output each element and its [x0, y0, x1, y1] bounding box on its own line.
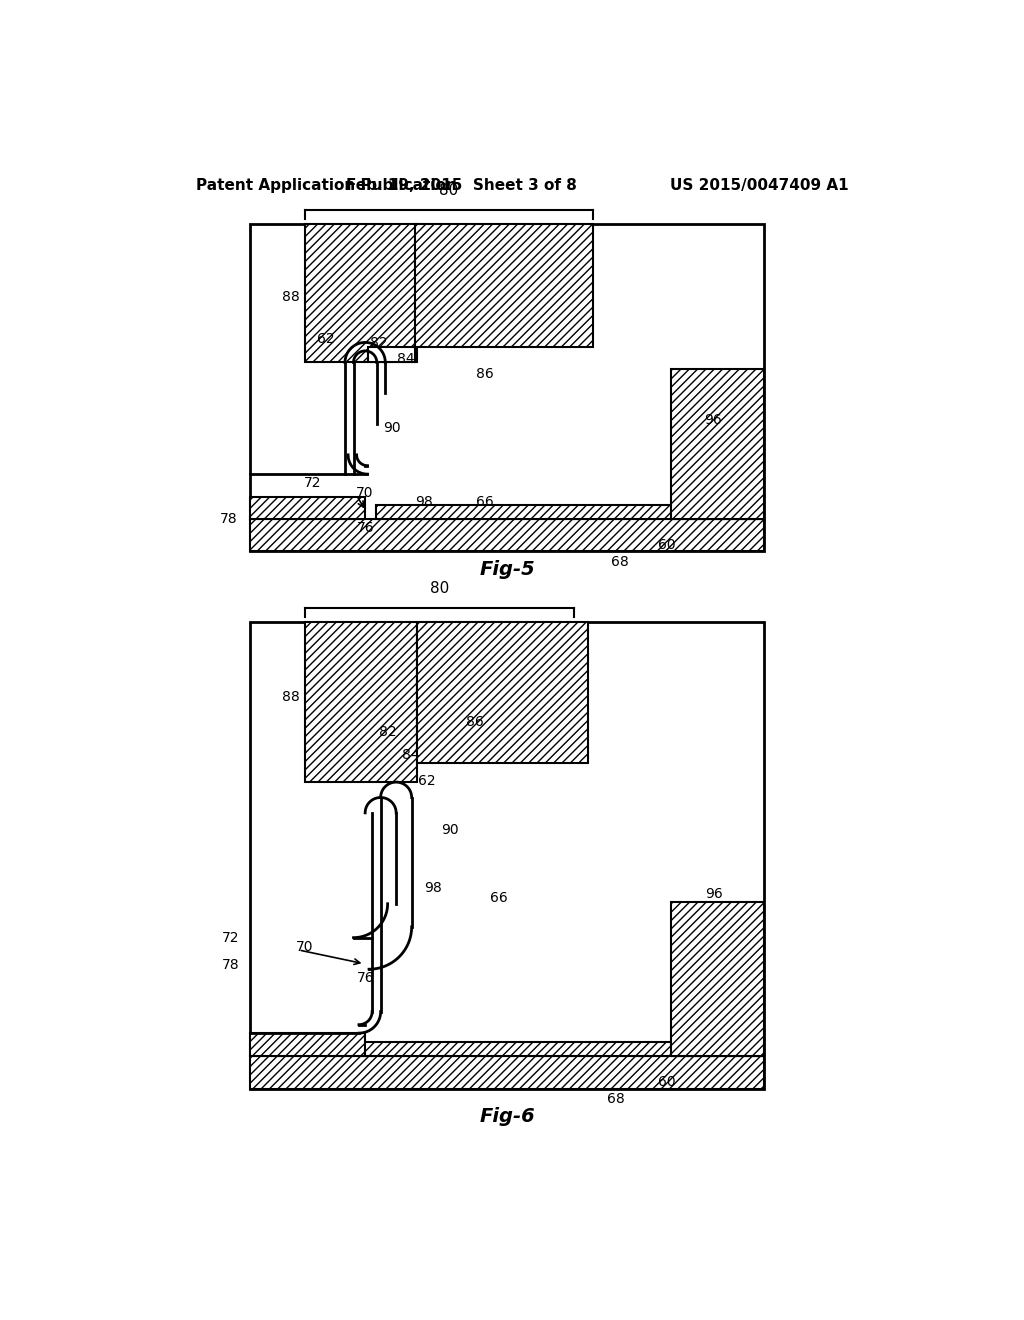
Text: 82: 82	[370, 337, 387, 350]
Bar	[305, 622, 417, 781]
Text: 86: 86	[475, 367, 494, 381]
Text: 68: 68	[611, 554, 629, 569]
Text: 88: 88	[282, 290, 300, 304]
Text: 78: 78	[222, 958, 240, 973]
Bar	[251, 224, 764, 552]
Text: Fig-6: Fig-6	[480, 1106, 536, 1126]
Bar	[251, 1056, 764, 1089]
Bar	[415, 224, 593, 347]
Text: 78: 78	[220, 512, 238, 525]
Text: 96: 96	[705, 413, 722, 428]
Bar	[376, 504, 764, 519]
Text: 76: 76	[357, 972, 375, 986]
Text: 60: 60	[657, 539, 676, 552]
Bar	[417, 622, 588, 763]
Bar	[671, 368, 764, 519]
Text: 72: 72	[221, 931, 239, 945]
Text: 86: 86	[466, 715, 484, 729]
Bar	[251, 1034, 366, 1056]
Bar	[369, 347, 415, 363]
Text: 88: 88	[282, 690, 300, 705]
Text: 72: 72	[304, 477, 322, 490]
Text: 90: 90	[383, 421, 400, 434]
Text: 84: 84	[396, 351, 415, 366]
Text: 84: 84	[402, 748, 420, 762]
Bar	[251, 519, 764, 552]
Text: 70: 70	[355, 486, 373, 499]
Text: 98: 98	[415, 495, 433, 508]
Bar	[305, 224, 417, 363]
Bar	[671, 903, 764, 1056]
Text: 80: 80	[429, 581, 449, 595]
Text: 90: 90	[440, 822, 459, 837]
Text: 82: 82	[379, 725, 396, 739]
Bar	[251, 498, 366, 519]
Text: 76: 76	[357, 521, 375, 535]
Text: 60: 60	[657, 1076, 676, 1089]
Text: 66: 66	[489, 891, 507, 904]
Bar	[251, 622, 764, 1089]
Text: 98: 98	[424, 882, 441, 895]
Text: Feb. 19, 2015  Sheet 3 of 8: Feb. 19, 2015 Sheet 3 of 8	[346, 178, 577, 193]
Bar	[365, 1043, 764, 1056]
Text: 96: 96	[706, 887, 723, 900]
Text: Fig-5: Fig-5	[480, 560, 536, 579]
Text: Patent Application Publication: Patent Application Publication	[197, 178, 457, 193]
Text: 62: 62	[418, 774, 435, 788]
Text: 62: 62	[316, 333, 335, 346]
Text: 66: 66	[475, 495, 494, 508]
Text: US 2015/0047409 A1: US 2015/0047409 A1	[671, 178, 849, 193]
Text: 68: 68	[607, 1093, 625, 1106]
Text: 80: 80	[439, 182, 459, 198]
Text: 70: 70	[296, 940, 313, 954]
